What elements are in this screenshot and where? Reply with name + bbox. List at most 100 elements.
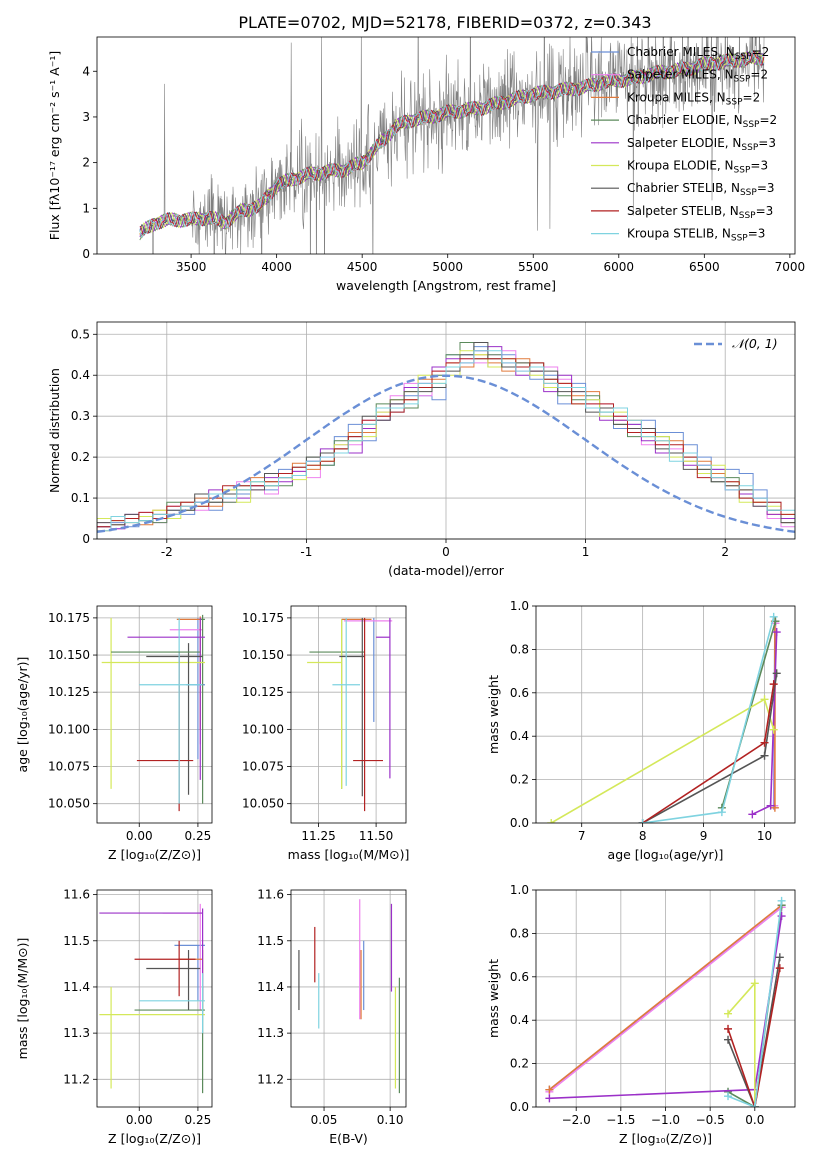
x-tick-label: 6500 [689,260,720,274]
error-bar-point [353,617,383,812]
y-tick-label: 11.2 [63,1072,90,1086]
plot-area-residuals [97,342,795,539]
y-tick-label: 0 [82,532,90,546]
weight-series [724,896,786,1107]
x-axis-label: wavelength [Angstrom, rest frame] [336,278,556,293]
plus-marker [724,1035,733,1044]
panels: 3500 4000 4500 5000 5500 6000 6500 7000 0 1 2 3 4 wav… [15,36,806,1146]
panel-mass-vs-ebv: 0.05 0.10 11.2 11.3 11.4 11.5 11.6 E(B-V) [257,888,407,1146]
model-spectrum-line [139,50,765,234]
panel-age-vs-z: 0.00 0.25 10.050 10.075 10.100 10.125 10.150 10… [15,605,213,862]
y-tick-label: 3 [82,110,90,124]
legend-entry: Kroupa STELIB, NSSP=3 [627,227,765,244]
x-tick-label: 9 [700,829,708,843]
error-bar-point [146,643,203,795]
legend-entry: Kroupa ELODIE, NSSP=3 [627,159,768,176]
y-tick-label: 0.4 [510,1013,529,1027]
panel-residuals: -2 -1 0 1 2 0 0.1 0.2 0.3 0.4 0.5 (data-model)/erro… [47,321,796,578]
y-tick-label: 0.2 [510,773,529,787]
plus-marker [547,819,556,823]
plus-marker [760,738,769,747]
error-bar-point [101,617,205,789]
y-axis-label: mass weight [486,959,501,1038]
y-axis-label: age [log₁₀(age/yr)] [15,657,30,773]
x-tick-label: 0.00 [126,829,153,843]
plus-marker [772,669,781,678]
x-tick-label: -2 [161,545,173,559]
weight-line [548,906,783,1093]
x-tick-label: −1.0 [651,1113,680,1127]
error-bar-point [307,619,343,789]
weight-line [548,904,783,1091]
y-tick-label: 2 [82,156,90,170]
y-axis-label: Flux [fλ10⁻¹⁷ erg cm⁻² s⁻¹ A⁻¹] [47,51,62,240]
y-tick-label: 0.8 [510,642,529,656]
axes-frame [96,36,796,255]
x-tick-label: 6000 [604,260,635,274]
plot-area-age-vs-mass [307,617,393,812]
x-axis-label: Z [log₁₀(Z/Z⊙)] [108,1131,201,1146]
error-bar-point [134,986,205,1094]
x-tick-label: 4500 [347,260,378,274]
plus-marker [769,612,778,621]
y-tick-label: 10.075 [242,760,284,774]
x-axis-label: mass [log₁₀(M/M⊙)] [288,847,410,862]
plot-area-spectrum [139,37,765,254]
weight-line [550,698,775,823]
y-axis-label: mass [log₁₀(M/M⊙)] [15,938,30,1060]
weight-series [638,612,778,823]
y-tick-label: 10.100 [48,722,90,736]
y-tick-label: 0.0 [510,1100,529,1114]
error-bar-point [139,617,203,804]
y-tick-label: 0 [82,247,90,261]
error-bar-point [139,973,205,1034]
y-tick-label: 0.5 [71,327,90,341]
y-tick-label: 1.0 [510,599,529,613]
error-bar-point [99,986,205,1089]
x-tick-label: 1 [582,545,590,559]
y-tick-label: 10.125 [242,685,284,699]
y-tick-label: 0.2 [510,1057,529,1071]
figure-title: PLATE=0702, MJD=52178, FIBERID=0372, z=0… [238,13,651,32]
error-bar-point [200,614,205,804]
x-tick-label: 10 [757,829,772,843]
plus-marker [750,979,759,988]
plus-marker [769,680,778,689]
y-tick-label: 0.0 [510,816,529,830]
y-tick-label: 10.175 [48,611,90,625]
x-tick-label: −2.0 [562,1113,591,1127]
error-bar-point [136,652,194,812]
x-tick-label: 4000 [261,260,292,274]
legend-entry: Kroupa MILES, NSSP=2 [627,90,760,107]
plus-marker [717,808,726,817]
y-tick-label: 10.175 [242,611,284,625]
x-tick-label: 3500 [176,260,207,274]
x-tick-label: 8 [639,829,647,843]
y-axis-label: Normed distribution [47,368,62,493]
plus-marker [772,628,781,637]
x-tick-label: −1.5 [606,1113,635,1127]
plus-marker [724,1024,733,1033]
x-tick-label: 7000 [775,260,806,274]
panel-spectrum: 3500 4000 4500 5000 5500 6000 6500 7000 0 1 2 3 4 wav… [47,36,806,293]
plus-marker [545,1094,554,1103]
y-tick-label: 11.4 [63,980,90,994]
legend-entry: Chabrier STELIB, NSSP=3 [627,181,775,198]
plus-marker [760,751,769,760]
weight-line [642,616,775,823]
error-bar-point [146,950,201,1011]
y-tick-label: 11.4 [257,980,284,994]
error-bar-point [376,617,391,779]
panel-mass-vs-z: 0.00 0.25 11.2 11.3 11.4 11.5 11.6 Z [log₁₀(Z/Z… [15,888,213,1146]
plus-marker [750,1103,759,1107]
y-tick-label: 0.6 [510,686,529,700]
error-bar-point [127,617,205,780]
x-tick-label: 7 [578,829,586,843]
y-tick-label: 11.5 [257,934,284,948]
plus-marker [769,725,778,734]
x-axis-label: E(B-V) [329,1131,368,1146]
x-tick-label: 5500 [518,260,549,274]
y-tick-label: 10.075 [48,760,90,774]
legend: Chabrier MILES, NSSP=2 Salpeter MILES, NS… [591,45,777,244]
